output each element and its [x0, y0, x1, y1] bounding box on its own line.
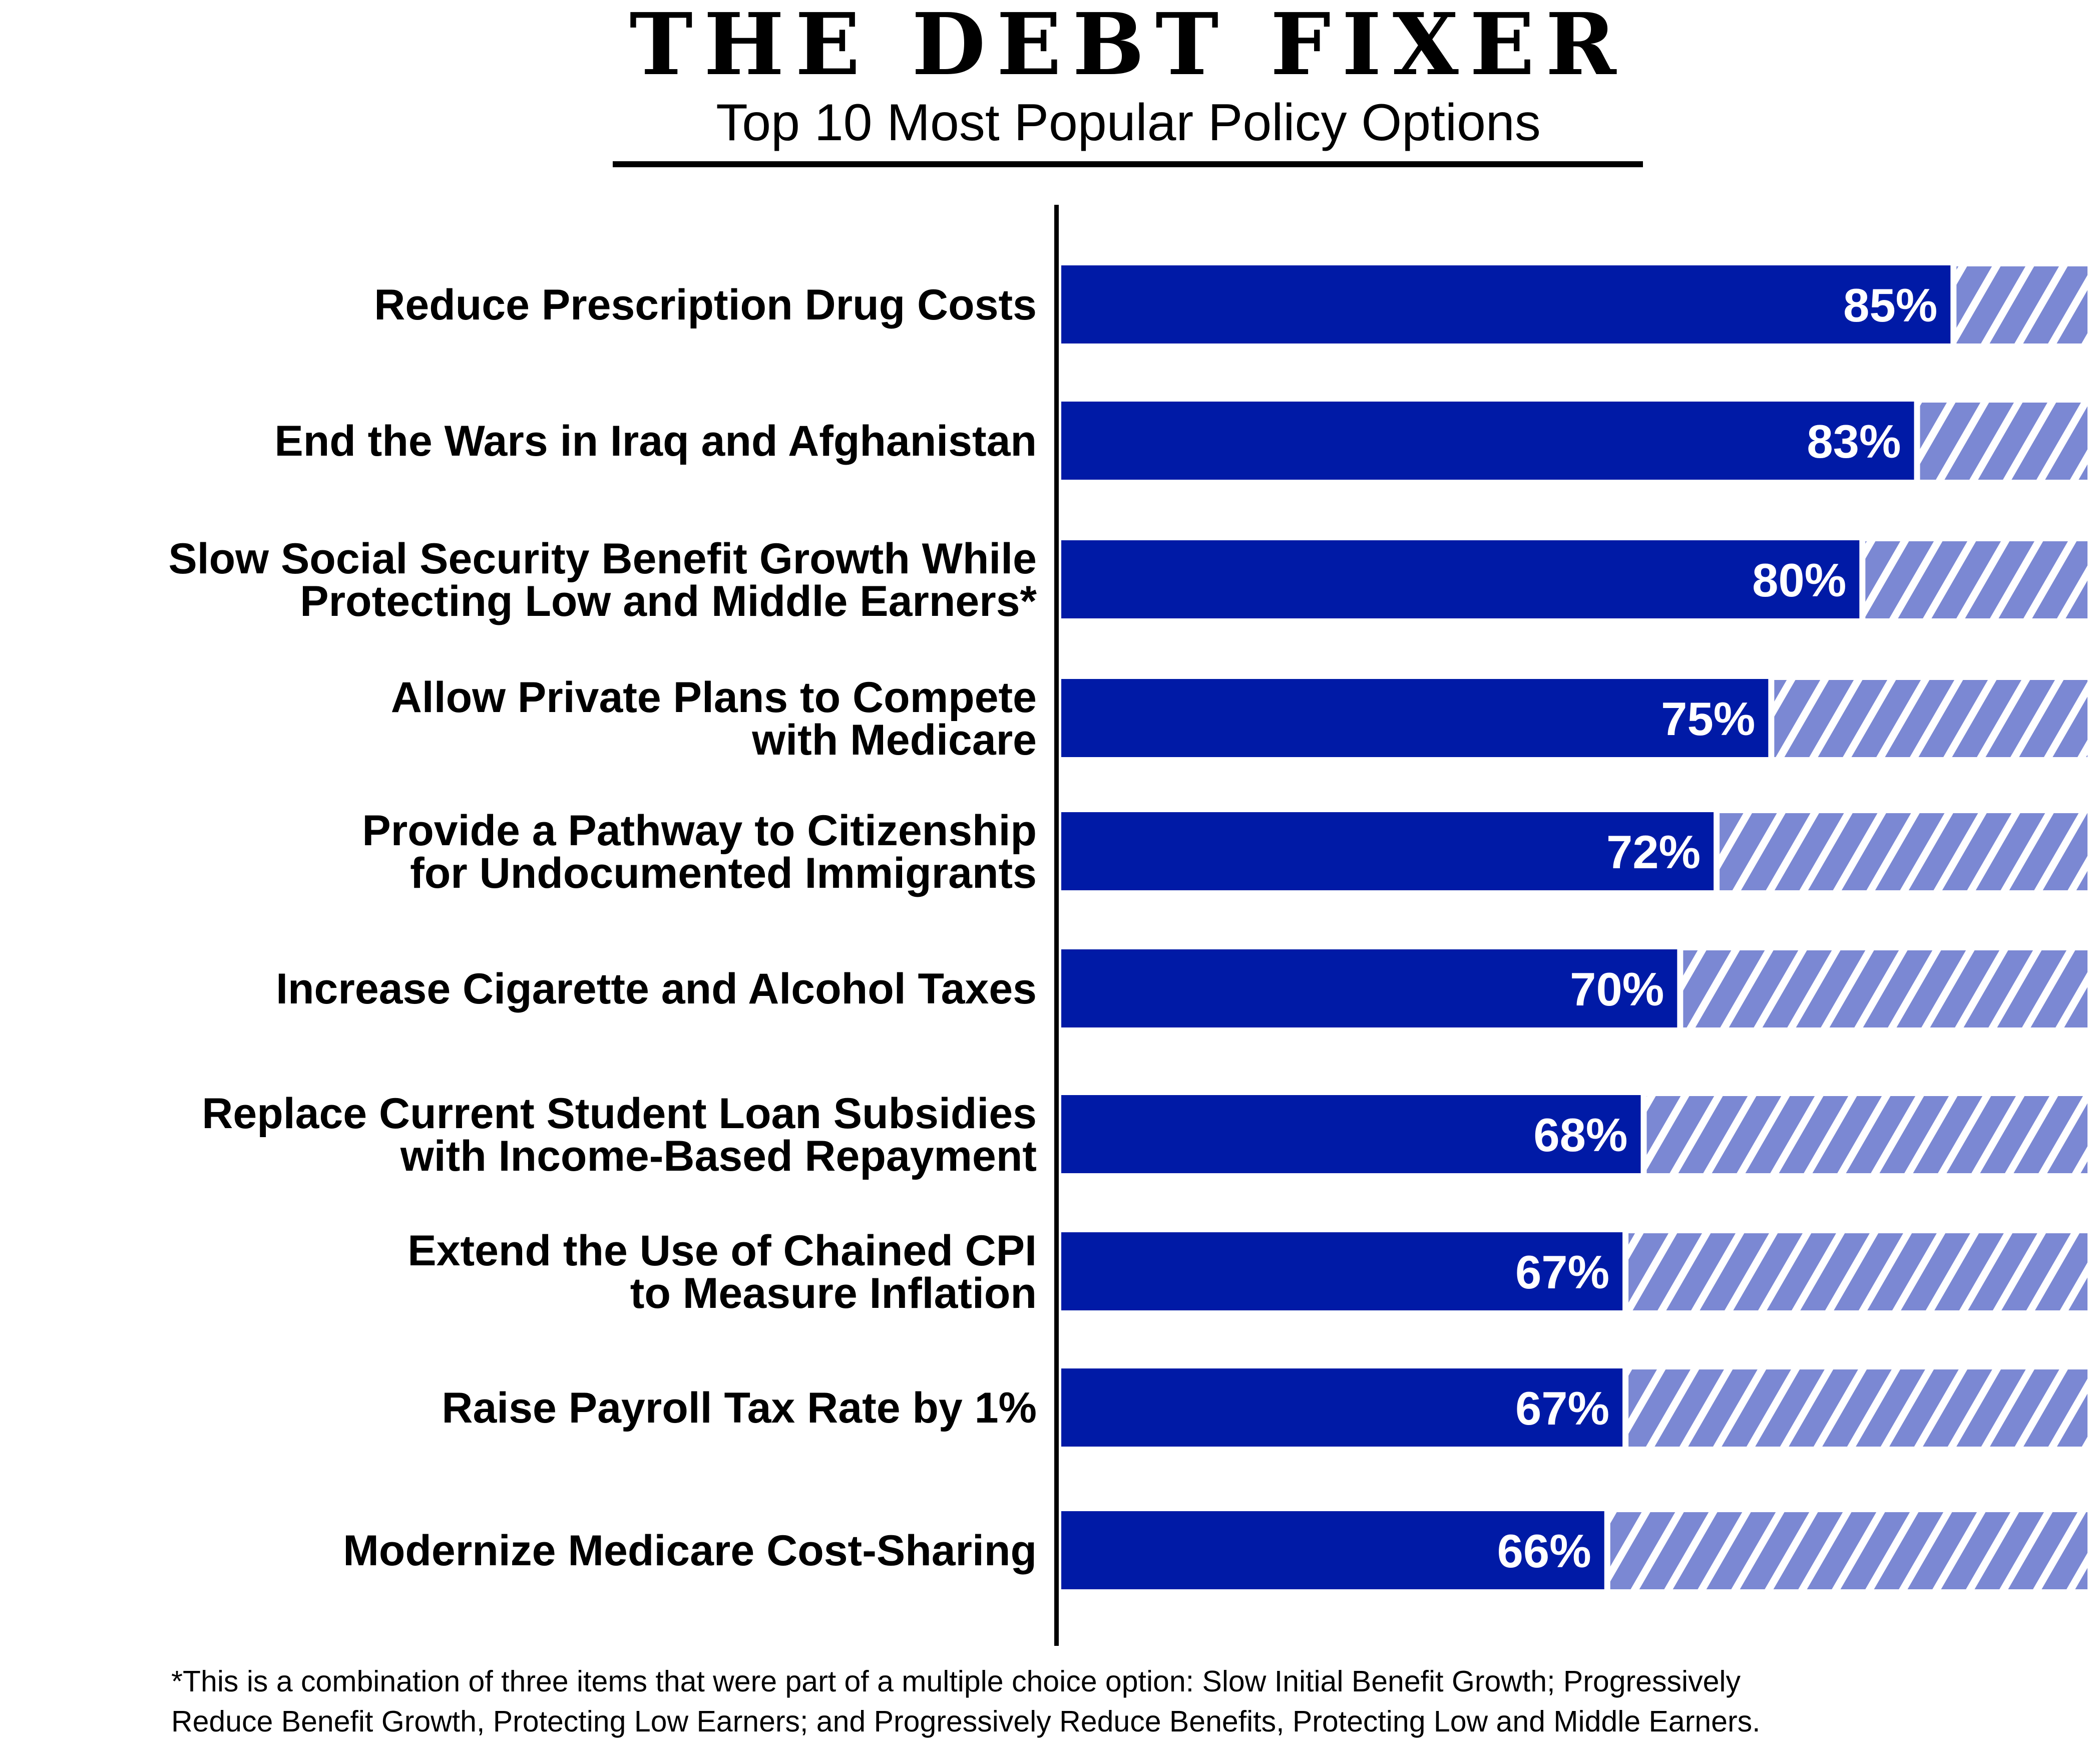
category-label: Modernize Medicare Cost-Sharing — [343, 1527, 1037, 1575]
bar-remainder — [1720, 813, 2087, 890]
bar — [1061, 949, 1677, 1027]
category-label: for Undocumented Immigrants — [410, 849, 1037, 897]
bar-remainder — [1610, 1512, 2087, 1589]
category-label: to Measure Inflation — [630, 1269, 1037, 1317]
bar — [1061, 1511, 1604, 1589]
category-label: Extend the Use of Chained CPI — [407, 1227, 1037, 1275]
category-label: Reduce Prescription Drug Costs — [374, 281, 1037, 329]
data-label: 66% — [1497, 1525, 1591, 1577]
category-label: with Medicare — [751, 716, 1037, 764]
category-label: Protecting Low and Middle Earners* — [300, 577, 1037, 625]
bar — [1061, 1368, 1623, 1447]
bar — [1061, 402, 1914, 480]
data-label: 75% — [1661, 692, 1755, 745]
chart-title: THE DEBT FIXER — [629, 0, 1627, 95]
category-label: End the Wars in Iraq and Afghanistan — [274, 417, 1037, 465]
category-label: Provide a Pathway to Citizenship — [362, 807, 1037, 855]
bar-remainder — [1628, 1233, 2087, 1310]
bar — [1061, 812, 1714, 890]
bar — [1061, 540, 1860, 618]
title-rule — [613, 161, 1643, 167]
category-label: with Income-Based Repayment — [400, 1132, 1037, 1180]
footnote-line-1: *This is a combination of three items th… — [171, 1665, 1741, 1698]
bar-remainder — [1865, 541, 2087, 618]
data-label: 67% — [1515, 1246, 1609, 1298]
bar-remainder — [1683, 950, 2087, 1027]
bar-remainder — [1920, 403, 2087, 480]
data-label: 80% — [1752, 554, 1846, 606]
bar — [1061, 1232, 1623, 1310]
y-axis-line — [1054, 205, 1059, 1646]
bar-remainder — [1774, 680, 2087, 757]
data-label: 83% — [1807, 415, 1901, 468]
category-label: Slow Social Security Benefit Growth Whil… — [168, 535, 1037, 583]
chart-subtitle: Top 10 Most Popular Policy Options — [716, 94, 1541, 152]
bar — [1061, 679, 1769, 757]
data-label: 72% — [1606, 826, 1701, 878]
category-label: Increase Cigarette and Alcohol Taxes — [276, 965, 1037, 1013]
bar-remainder — [1956, 266, 2087, 343]
footnote-line-2: Reduce Benefit Growth, Protecting Low Ea… — [171, 1705, 1761, 1738]
data-label: 67% — [1515, 1382, 1609, 1435]
bar-remainder — [1646, 1096, 2087, 1173]
data-label: 85% — [1843, 279, 1937, 331]
data-label: 70% — [1570, 963, 1664, 1015]
bar — [1061, 1095, 1641, 1173]
category-label: Allow Private Plans to Compete — [391, 673, 1037, 722]
data-label: 68% — [1533, 1109, 1627, 1161]
category-label: Replace Current Student Loan Subsidies — [202, 1090, 1037, 1138]
bar-remainder — [1628, 1369, 2087, 1447]
bar — [1061, 265, 1951, 343]
category-label: Raise Payroll Tax Rate by 1% — [442, 1384, 1037, 1432]
bars-group: 85% Reduce Prescription Drug Costs 83% End … — [168, 265, 2087, 1589]
